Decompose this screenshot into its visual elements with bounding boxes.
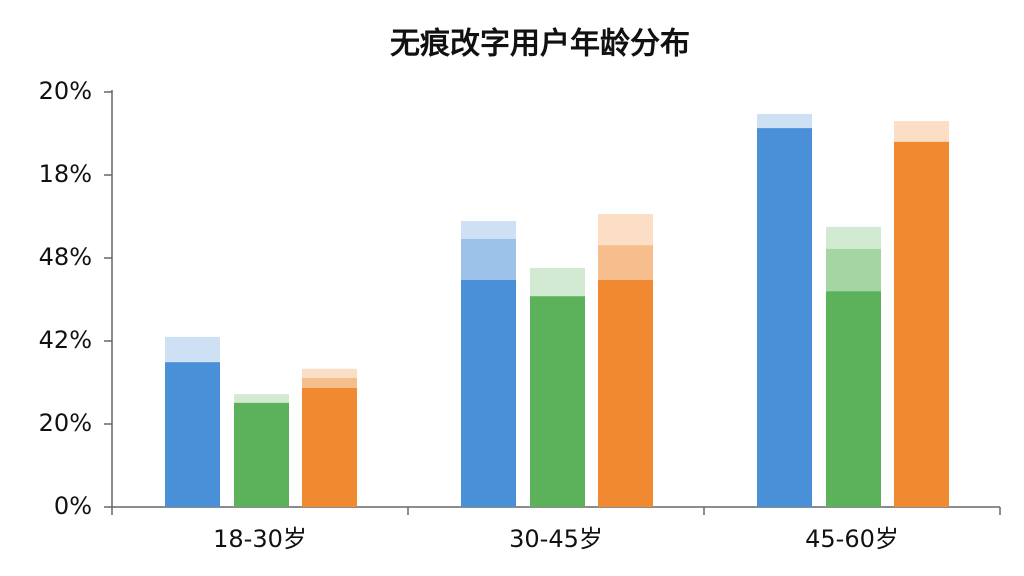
bar-segment — [234, 394, 289, 403]
chart-title: 无痕改字用户年龄分布 — [390, 27, 690, 62]
bar-segment — [530, 296, 585, 507]
bar-segment — [234, 402, 289, 507]
bar-segment — [826, 291, 881, 507]
bar-segment — [826, 226, 881, 249]
bar-segment — [461, 279, 516, 507]
bar-segment — [165, 336, 220, 363]
y-tick-label: 0% — [54, 492, 92, 520]
bar-segment — [598, 279, 653, 507]
x-tick-label: 30-45岁 — [509, 525, 603, 553]
bar-segment — [530, 267, 585, 297]
bar-segment — [894, 141, 949, 508]
bar-segment — [894, 121, 949, 142]
bar-segment — [757, 113, 812, 129]
x-tick-label: 18-30岁 — [213, 525, 307, 553]
bar-segment — [302, 387, 357, 507]
bar-segment — [461, 221, 516, 239]
y-tick-label: 20% — [39, 77, 92, 105]
bar-segment — [598, 214, 653, 246]
bar-segment — [757, 128, 812, 508]
bar-segment — [302, 368, 357, 378]
bar-segment — [461, 238, 516, 280]
bar-segment — [302, 377, 357, 388]
bar-segment — [598, 245, 653, 280]
y-tick-label: 48% — [39, 243, 92, 271]
bar-segment — [826, 248, 881, 292]
y-tick-label: 18% — [39, 160, 92, 188]
y-tick-label: 20% — [39, 409, 92, 437]
bar-segment — [165, 362, 220, 507]
x-tick-label: 45-60岁 — [805, 525, 899, 553]
y-tick-label: 42% — [39, 326, 92, 354]
